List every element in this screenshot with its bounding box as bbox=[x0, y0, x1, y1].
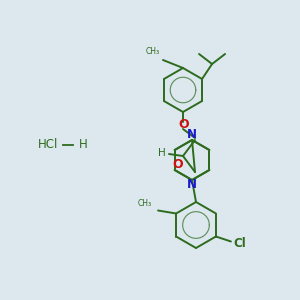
Text: O: O bbox=[173, 158, 183, 172]
Text: HCl: HCl bbox=[38, 139, 58, 152]
Text: H: H bbox=[79, 139, 87, 152]
Text: CH₃: CH₃ bbox=[146, 47, 160, 56]
Text: Cl: Cl bbox=[233, 237, 246, 250]
Text: N: N bbox=[187, 128, 197, 142]
Text: O: O bbox=[179, 118, 189, 131]
Text: H: H bbox=[158, 148, 166, 158]
Text: CH₃: CH₃ bbox=[138, 199, 152, 208]
Text: N: N bbox=[187, 178, 197, 191]
